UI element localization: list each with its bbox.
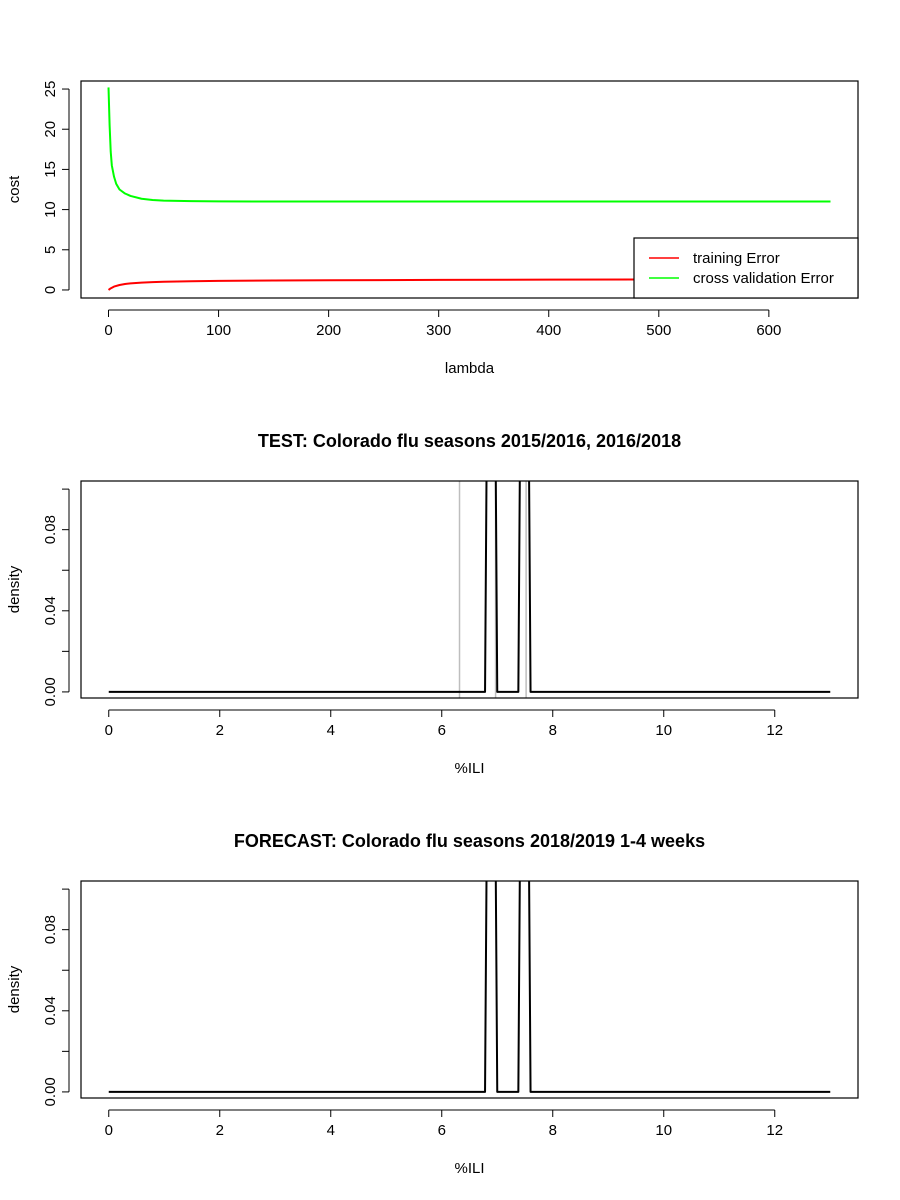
x-tick-label: 500 — [646, 322, 671, 339]
x-tick-label: 100 — [206, 322, 231, 339]
x-axis-title: %ILI — [454, 760, 484, 777]
plot-frame — [80, 80, 859, 299]
y-tick-label: 0.04 — [42, 596, 59, 625]
x-tick-label: 400 — [536, 322, 561, 339]
series-line-1 — [107, 278, 831, 291]
y-tick-label: 0.04 — [42, 996, 59, 1025]
y-tick-label: 0.00 — [42, 677, 59, 706]
series-line-1 — [108, 481, 831, 693]
x-tick-label: 12 — [766, 722, 783, 739]
x-tick-label: 0 — [105, 1122, 113, 1139]
x-tick-label: 10 — [655, 722, 672, 739]
y-tick-label: 0.00 — [42, 1077, 59, 1106]
x-tick-label: 600 — [756, 322, 781, 339]
x-axis-title: lambda — [445, 360, 495, 377]
x-tick-label: 4 — [327, 1122, 335, 1139]
x-tick-label: 10 — [655, 1122, 672, 1139]
x-tick-label: 6 — [438, 722, 446, 739]
y-tick-label: 25 — [42, 81, 59, 98]
y-tick-label: 0 — [42, 286, 59, 294]
y-tick-label: 0.08 — [42, 915, 59, 944]
x-tick-label: 0 — [104, 322, 112, 339]
y-axis-title: density — [6, 565, 23, 613]
y-axis-title: density — [6, 965, 23, 1013]
legend-label: cross validation Error — [693, 270, 834, 287]
chart-panel-1: 0 100 200 300 400 500 600 0 5 10 15 20 25 lambda cost t… — [6, 80, 859, 377]
plot-frame — [80, 880, 859, 1099]
x-tick-label: 12 — [766, 1122, 783, 1139]
x-tick-label: 2 — [216, 722, 224, 739]
y-tick-label: 10 — [42, 201, 59, 218]
y-tick-label: 20 — [42, 121, 59, 138]
x-tick-label: 4 — [327, 722, 335, 739]
chart-title: FORECAST: Colorado flu seasons 2018/2019… — [234, 831, 705, 851]
y-axis-title: cost — [6, 175, 23, 203]
series-line-1 — [108, 881, 831, 1093]
y-tick-label: 15 — [42, 161, 59, 178]
x-tick-label: 200 — [316, 322, 341, 339]
x-tick-label: 8 — [549, 722, 557, 739]
y-tick-label: 5 — [42, 246, 59, 254]
series-line-2 — [107, 87, 831, 203]
y-tick-label: 0.08 — [42, 515, 59, 544]
chart-title: TEST: Colorado flu seasons 2015/2016, 20… — [258, 431, 681, 451]
chart-panel-2: TEST: Colorado flu seasons 2015/2016, 20… — [6, 431, 859, 777]
legend-label: training Error — [693, 250, 780, 267]
legend: training Error cross validation Error — [633, 237, 859, 299]
x-tick-label: 8 — [549, 1122, 557, 1139]
chart-panel-3: FORECAST: Colorado flu seasons 2018/2019… — [6, 831, 859, 1177]
x-tick-label: 2 — [216, 1122, 224, 1139]
x-tick-label: 6 — [438, 1122, 446, 1139]
x-tick-label: 0 — [105, 722, 113, 739]
x-tick-label: 300 — [426, 322, 451, 339]
legend-box — [633, 237, 859, 299]
x-axis-title: %ILI — [454, 1160, 484, 1177]
plot-frame — [80, 480, 859, 699]
